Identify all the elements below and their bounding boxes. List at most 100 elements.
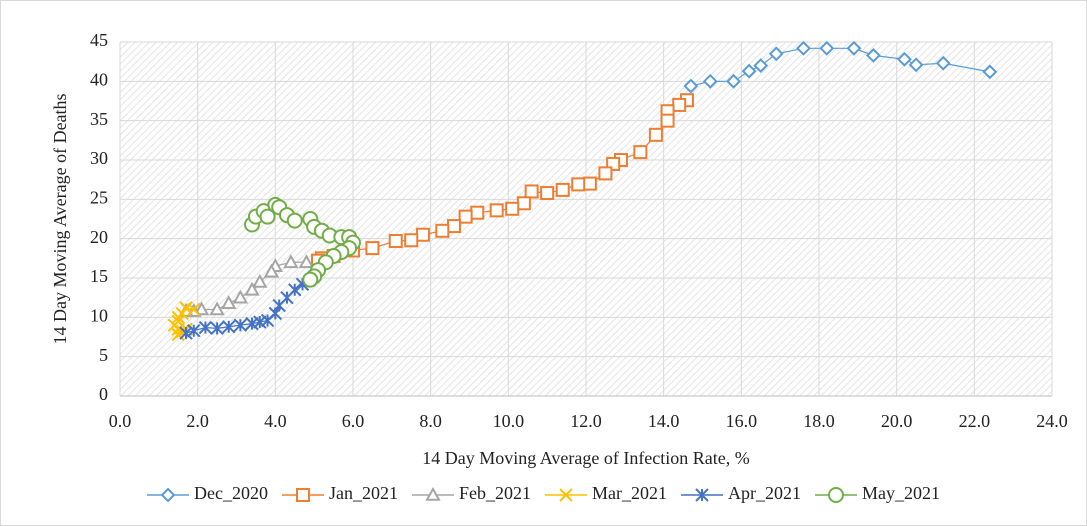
- marker: [210, 321, 224, 336]
- legend-label: May_2021: [862, 483, 940, 503]
- marker: [286, 212, 303, 229]
- marker: [171, 310, 185, 325]
- marker: [446, 219, 461, 234]
- marker: [598, 166, 613, 181]
- marker: [187, 323, 201, 338]
- marker: [244, 281, 260, 296]
- marker: [425, 486, 441, 501]
- marker: [571, 177, 586, 192]
- marker: [263, 263, 280, 278]
- legend-item: Dec_2020: [147, 483, 268, 503]
- marker: [458, 209, 473, 224]
- x-tick-label: 6.0: [342, 411, 365, 431]
- marker: [302, 271, 319, 288]
- marker: [702, 73, 718, 89]
- legend: Dec_2020 Jan_2021 Feb_2021 Mar_2021 Apr_2021…: [147, 483, 940, 503]
- marker: [435, 223, 450, 238]
- x-tick-label: 22.0: [959, 411, 991, 431]
- marker: [283, 254, 299, 269]
- marker: [365, 241, 380, 256]
- y-tick-label: 0: [99, 384, 108, 404]
- y-axis-title: 14 Day Moving Average of Deaths: [50, 93, 70, 344]
- marker: [489, 203, 504, 218]
- x-tick-label: 0.0: [109, 411, 132, 431]
- x-tick-label: 16.0: [726, 411, 758, 431]
- marker: [865, 47, 881, 63]
- x-tick-label: 2.0: [186, 411, 209, 431]
- legend-item: Feb_2021: [411, 483, 531, 503]
- marker: [298, 254, 315, 269]
- marker: [198, 320, 213, 335]
- x-tick-label: 20.0: [881, 411, 913, 431]
- marker: [741, 63, 757, 79]
- x-tick-label: 4.0: [264, 411, 287, 431]
- marker: [179, 326, 193, 340]
- y-tick-label: 25: [90, 187, 108, 207]
- legend-label: Jan_2021: [329, 483, 398, 503]
- marker: [633, 145, 648, 160]
- marker: [768, 46, 784, 62]
- x-tick-label: 12.0: [570, 411, 602, 431]
- marker: [555, 182, 570, 197]
- marker: [672, 97, 687, 112]
- x-tick-label: 8.0: [419, 411, 442, 431]
- legend-label: Mar_2021: [592, 483, 667, 503]
- marker: [796, 40, 811, 56]
- marker: [660, 113, 675, 128]
- marker: [388, 234, 403, 249]
- marker: [404, 233, 419, 248]
- y-tick-label: 10: [90, 305, 108, 325]
- marker: [221, 295, 237, 309]
- marker: [516, 196, 531, 211]
- marker: [819, 40, 835, 56]
- y-tick-label: 40: [90, 69, 108, 89]
- legend-label: Feb_2021: [459, 483, 531, 503]
- marker: [288, 283, 302, 297]
- marker: [559, 488, 573, 502]
- legend-item: Jan_2021: [281, 483, 398, 503]
- marker: [295, 488, 310, 502]
- y-tick-label: 30: [90, 148, 108, 168]
- y-tick-label: 15: [90, 266, 108, 286]
- legend-label: Dec_2020: [194, 483, 268, 503]
- marker: [524, 184, 539, 199]
- marker: [233, 318, 248, 332]
- marker: [540, 186, 555, 201]
- marker: [222, 320, 236, 334]
- marker: [982, 64, 998, 80]
- marker: [897, 51, 912, 67]
- marker: [695, 488, 709, 502]
- marker: [648, 127, 663, 142]
- marker: [683, 78, 699, 94]
- marker: [259, 208, 276, 225]
- marker: [232, 289, 249, 304]
- x-tick-label: 18.0: [803, 411, 835, 431]
- marker: [252, 273, 268, 288]
- y-tick-label: 45: [90, 30, 108, 50]
- marker: [582, 176, 597, 191]
- marker: [726, 73, 741, 89]
- marker: [753, 58, 769, 74]
- x-axis-title: 14 Day Moving Average of Infection Rate,…: [422, 448, 750, 468]
- legend-item: Mar_2021: [544, 483, 667, 503]
- marker: [846, 40, 862, 56]
- marker: [209, 301, 225, 316]
- y-tick-label: 5: [99, 345, 108, 365]
- y-tick-label: 20: [90, 227, 108, 247]
- marker: [470, 205, 485, 220]
- legend-item: Apr_2021: [680, 483, 801, 503]
- x-tick-label: 10.0: [493, 411, 525, 431]
- x-tick-label: 14.0: [648, 411, 680, 431]
- marker: [908, 57, 924, 73]
- marker: [827, 487, 844, 503]
- x-tick-label: 24.0: [1036, 411, 1068, 431]
- legend-item: May_2021: [814, 483, 940, 503]
- marker: [415, 227, 430, 242]
- y-tick-label: 35: [90, 109, 108, 129]
- marker: [160, 487, 176, 503]
- marker: [935, 55, 951, 71]
- marker: [505, 201, 520, 216]
- legend-label: Apr_2021: [728, 483, 801, 503]
